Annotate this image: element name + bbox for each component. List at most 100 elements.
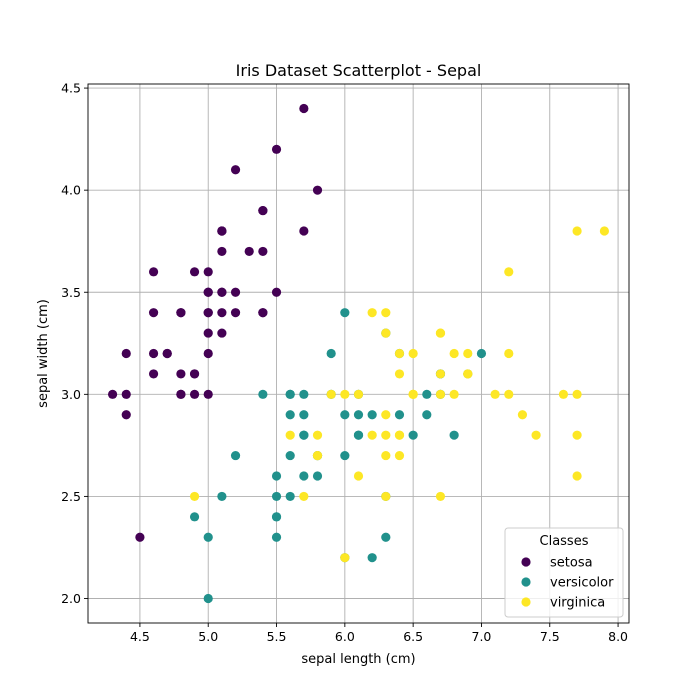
data-point-setosa — [203, 287, 213, 297]
series-virginica — [189, 226, 610, 563]
data-point-virginica — [381, 430, 391, 440]
data-point-virginica — [394, 369, 405, 379]
data-point-virginica — [394, 450, 405, 461]
data-point-virginica — [531, 430, 541, 440]
data-point-versicolor — [271, 491, 282, 502]
data-point-setosa — [230, 308, 241, 318]
x-axis-ticks: 4.5 5.0 5.5 6.0 6.5 7.0 7.5 8.0 — [130, 623, 628, 644]
data-point-setosa — [135, 532, 145, 542]
data-point-virginica — [572, 430, 582, 440]
data-point-versicolor — [299, 410, 309, 420]
data-point-virginica — [490, 389, 500, 399]
data-point-virginica — [367, 308, 377, 318]
data-point-virginica — [504, 267, 514, 277]
data-point-virginica — [381, 308, 391, 318]
data-point-versicolor — [340, 308, 350, 318]
data-point-virginica — [381, 410, 391, 420]
y-tick-label: 2.5 — [61, 489, 81, 504]
data-point-setosa — [217, 226, 227, 236]
legend-title: Classes — [540, 534, 589, 549]
data-point-setosa — [203, 348, 213, 359]
data-point-versicolor — [285, 389, 295, 399]
data-point-virginica — [435, 491, 446, 502]
data-point-virginica — [189, 491, 200, 502]
y-axis-ticks: 2.0 2.5 3.0 3.5 4.0 4.5 — [61, 81, 88, 606]
data-point-setosa — [258, 205, 268, 216]
legend-marker-setosa — [521, 557, 531, 567]
chart-title: Iris Dataset Scatterplot - Sepal — [236, 61, 482, 80]
legend-label-setosa: setosa — [550, 556, 593, 571]
data-point-setosa — [217, 308, 227, 318]
data-point-virginica — [572, 226, 582, 236]
data-point-versicolor — [217, 491, 227, 502]
data-point-setosa — [271, 287, 282, 297]
data-point-setosa — [148, 369, 159, 379]
data-point-versicolor — [203, 532, 213, 542]
legend-label-versicolor: versicolor — [550, 576, 614, 591]
y-tick-label: 2.0 — [61, 591, 81, 606]
data-point-versicolor — [258, 389, 268, 399]
data-point-setosa — [148, 348, 159, 359]
data-point-versicolor — [476, 348, 487, 359]
data-point-versicolor — [271, 512, 282, 522]
data-point-setosa — [217, 328, 227, 338]
data-point-virginica — [340, 553, 350, 563]
y-axis-label: sepal width (cm) — [36, 299, 51, 408]
data-point-virginica — [558, 389, 569, 399]
x-tick-label: 8.0 — [608, 629, 628, 644]
data-point-setosa — [203, 389, 213, 399]
data-point-versicolor — [271, 532, 282, 542]
data-point-virginica — [435, 389, 446, 399]
legend-marker-versicolor — [521, 577, 531, 587]
data-point-versicolor — [422, 410, 432, 420]
data-point-setosa — [162, 348, 172, 359]
data-point-setosa — [244, 246, 254, 257]
data-point-versicolor — [340, 450, 350, 461]
y-tick-label: 4.5 — [61, 81, 81, 96]
data-point-setosa — [258, 246, 268, 257]
data-point-versicolor — [367, 410, 377, 420]
data-point-setosa — [121, 389, 131, 399]
data-point-setosa — [176, 308, 186, 318]
data-point-versicolor — [203, 593, 213, 604]
data-point-versicolor — [353, 430, 364, 440]
data-point-virginica — [367, 430, 377, 440]
x-tick-label: 7.0 — [472, 629, 492, 644]
data-point-virginica — [326, 389, 336, 399]
x-tick-label: 7.5 — [540, 629, 560, 644]
data-point-setosa — [176, 389, 186, 399]
series-setosa — [107, 103, 323, 542]
series-versicolor — [189, 308, 487, 604]
data-point-virginica — [381, 450, 391, 461]
data-point-setosa — [312, 185, 323, 195]
legend-items: setosa versicolor virginica — [521, 556, 614, 611]
data-point-versicolor — [299, 389, 309, 399]
data-point-virginica — [449, 389, 459, 399]
data-point-versicolor — [394, 410, 405, 420]
data-point-setosa — [121, 410, 131, 420]
data-point-setosa — [217, 246, 227, 257]
data-point-setosa — [121, 348, 131, 359]
y-tick-label: 3.5 — [61, 285, 81, 300]
data-point-setosa — [230, 287, 241, 297]
data-point-versicolor — [340, 410, 350, 420]
data-point-setosa — [230, 165, 241, 175]
data-point-setosa — [107, 389, 118, 399]
data-point-versicolor — [312, 471, 323, 481]
data-point-setosa — [189, 369, 200, 379]
data-point-virginica — [285, 430, 295, 440]
data-point-virginica — [463, 348, 473, 359]
data-point-virginica — [572, 389, 582, 399]
data-point-virginica — [408, 389, 418, 399]
data-point-virginica — [312, 430, 323, 440]
legend-label-virginica: virginica — [550, 596, 605, 611]
data-point-versicolor — [449, 430, 459, 440]
data-point-virginica — [435, 369, 446, 379]
data-point-versicolor — [381, 532, 391, 542]
data-point-setosa — [148, 308, 159, 318]
data-point-virginica — [408, 348, 418, 359]
data-point-setosa — [189, 389, 200, 399]
x-tick-label: 6.0 — [335, 629, 355, 644]
data-point-virginica — [381, 328, 391, 338]
